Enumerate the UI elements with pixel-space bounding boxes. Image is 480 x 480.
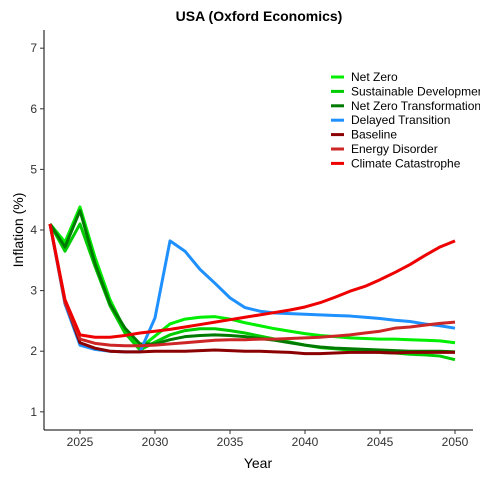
x-tick-label: 2045 [367, 435, 394, 449]
x-axis-title: Year [244, 455, 273, 471]
legend-label-0: Net Zero [351, 70, 398, 84]
y-tick-label: 4 [30, 223, 37, 237]
series-line-2 [48, 209, 456, 354]
plot-area: 2025 2030 2035 2040 2045 2050 1 2 3 4 5 6 7 [30, 30, 473, 449]
series-line-5 [48, 223, 456, 348]
y-axis-title: Inflation (%) [10, 193, 26, 268]
y-tick-label: 3 [30, 284, 37, 298]
x-tick-label: 2040 [292, 435, 319, 449]
y-tick-label: 7 [30, 41, 37, 55]
legend-label-2: Net Zero Transformation [351, 99, 480, 113]
legend-label-6: Climate Catastrophe [351, 156, 461, 170]
legend-label-1: Sustainable Development [351, 84, 480, 98]
series-line-4 [48, 223, 455, 356]
x-tick-label: 2025 [67, 435, 94, 449]
series-lines [48, 205, 456, 362]
legend-label-4: Baseline [351, 128, 397, 142]
y-tick-label: 1 [30, 405, 37, 419]
legend-label-3: Delayed Transition [351, 113, 450, 127]
x-axis-ticks: 2025 2030 2035 2040 2045 2050 [67, 430, 469, 449]
y-tick-label: 5 [30, 162, 37, 176]
chart-title: USA (Oxford Economics) [176, 8, 343, 24]
y-axis-ticks: 1 2 3 4 5 6 7 [30, 41, 44, 419]
x-tick-label: 2030 [142, 435, 169, 449]
series-line-6 [48, 223, 456, 339]
y-tick-label: 2 [30, 344, 37, 358]
series-line-3 [48, 223, 456, 354]
x-tick-label: 2050 [442, 435, 469, 449]
legend-label-5: Energy Disorder [351, 142, 438, 156]
x-tick-label: 2035 [217, 435, 244, 449]
y-tick-label: 6 [30, 102, 37, 116]
